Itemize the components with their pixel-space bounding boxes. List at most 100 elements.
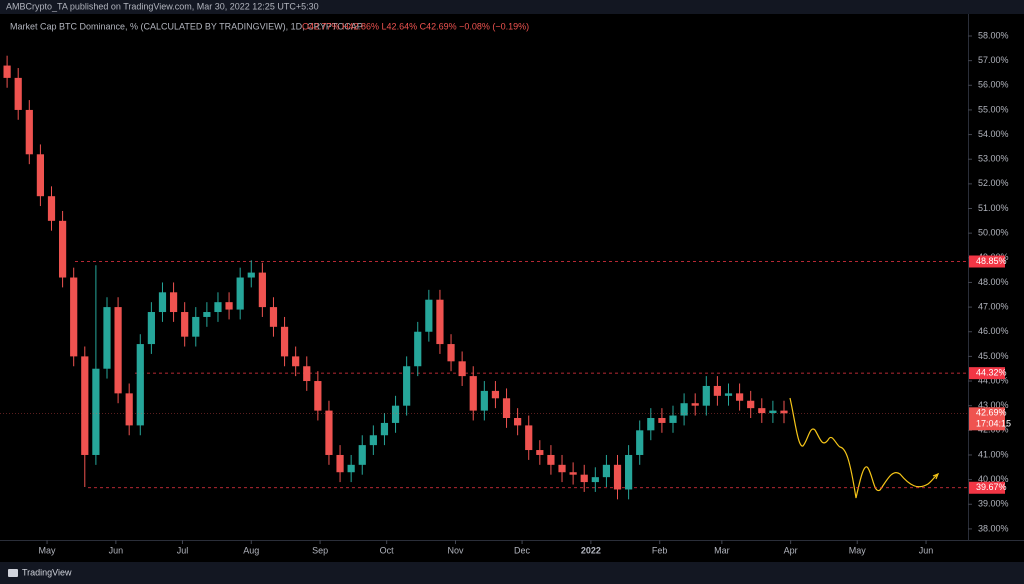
candle-body [70,277,78,357]
candle-body [613,464,622,490]
y-tick-label: 51.00% [978,203,1009,213]
level-label: 39.67% [976,482,1007,492]
y-tick-label: 50.00% [978,228,1009,238]
level-label: 44.32% [976,368,1007,378]
last-price-label: 42.69% [976,408,1007,418]
x-tick-label: Oct [380,545,395,555]
candle-body [58,220,67,278]
candle-body [158,292,167,313]
candle-body [636,430,644,455]
y-tick-label: 43.00% [978,400,1009,410]
published-text: AMBCrypto_TA published on TradingView.co… [6,1,319,11]
candle-body [136,344,144,426]
candle-body [14,77,22,110]
candle-body [724,393,733,396]
x-tick-label: Mar [714,545,730,555]
candle-body [3,65,11,78]
candle-body [403,366,411,406]
footer-logo [8,569,18,577]
candle-body [669,415,677,423]
candle-body [569,472,577,475]
candle-body [691,403,699,406]
x-tick-label: Aug [243,545,259,555]
level-label-bg [969,367,1005,380]
candle-body [103,307,111,369]
x-tick-label: Sep [312,545,328,555]
candle-body [247,272,255,278]
candle-body [580,474,588,483]
candle-body [625,454,633,490]
y-tick-label: 54.00% [978,129,1009,139]
candle-body [280,326,289,357]
y-tick-label: 41.00% [978,449,1009,459]
candle-body [269,307,278,327]
y-tick-label: 55.00% [978,104,1009,114]
y-tick-label: 52.00% [978,178,1009,188]
x-tick-label: Feb [652,545,668,555]
symbol-text: Market Cap BTC Dominance, % (CALCULATED … [10,21,363,31]
candle-body [769,410,777,414]
candle-body [458,361,466,377]
candle-body [469,376,477,411]
candle-body [491,390,500,399]
y-tick-label: 56.00% [978,80,1009,90]
candle-body [758,408,766,414]
candle-body [225,302,233,310]
y-tick-label: 53.00% [978,154,1009,164]
candle-body [258,272,266,308]
candle-body [780,410,788,414]
candle-body [536,450,544,455]
y-tick-label: 46.00% [978,326,1009,336]
candle-body [547,454,555,465]
x-tick-label: Nov [447,545,464,555]
x-tick-label: 2022 [581,545,601,555]
level-label-bg [969,481,1005,494]
candle-body [336,454,344,473]
x-tick-label: Dec [514,545,531,555]
y-tick-label: 48.00% [978,277,1009,287]
candle-body [358,445,366,465]
candle-body [747,400,755,409]
candle-body [647,418,655,431]
candle-body [713,385,721,396]
y-tick-label: 40.00% [978,474,1009,484]
candle-body [558,464,566,473]
x-tick-label: May [39,545,57,555]
candle-body [658,418,666,423]
candle-body [214,302,222,313]
candle-body [203,312,211,317]
candle-body [147,312,155,345]
x-tick-label: Jun [919,545,934,555]
candle-body [502,398,511,419]
candle-body [81,356,89,455]
candle-body [36,154,44,197]
candle-body [480,390,488,411]
candle-body [236,277,244,310]
footer-bar [0,562,1024,584]
y-tick-label: 39.00% [978,499,1009,509]
candle-body [525,425,533,451]
last-price-bg [969,407,1005,431]
candle-body [47,196,56,221]
candle-body [514,418,522,426]
candle-body [702,385,710,406]
x-tick-label: Jul [177,545,189,555]
candle-body [292,356,300,367]
candle-body [380,422,389,436]
y-tick-label: 47.00% [978,301,1009,311]
y-tick-label: 57.00% [978,55,1009,65]
level-label: 48.85% [976,256,1007,266]
candle-body [181,312,189,337]
projection-curve [789,397,939,499]
x-tick-label: May [849,545,867,555]
x-tick-label: Apr [784,545,798,555]
candle-body [436,299,444,345]
candle-body [192,316,200,337]
top-bar [0,0,1024,14]
candle-body [369,435,377,446]
y-tick-label: 44.00% [978,375,1009,385]
candle-body [591,477,599,483]
countdown-label: 17:04:15 [976,419,1011,429]
